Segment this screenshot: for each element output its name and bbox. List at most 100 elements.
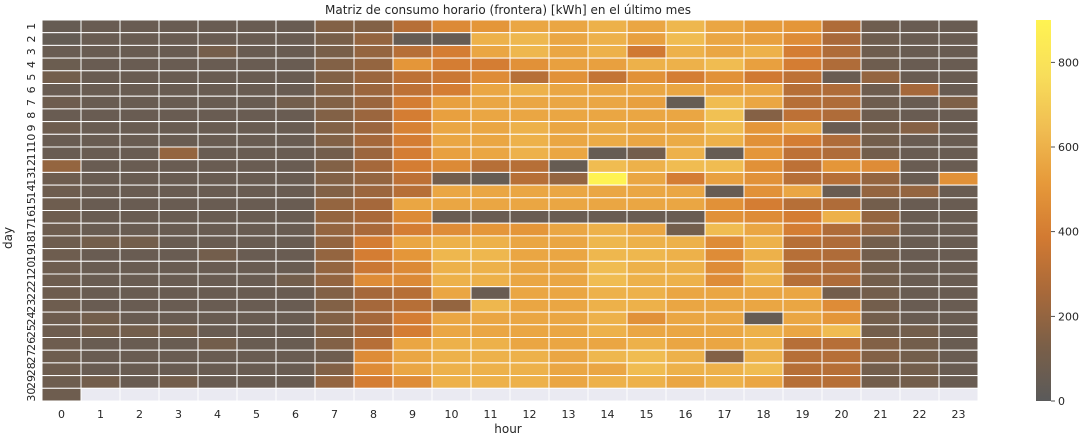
heatmap-cell — [353, 375, 394, 389]
heatmap-cell — [431, 210, 472, 224]
heatmap-cell — [704, 171, 745, 186]
heatmap-cell — [704, 235, 745, 250]
heatmap-cell — [665, 146, 706, 161]
heatmap-cell — [743, 311, 784, 326]
y-tick-label: 30 — [25, 388, 38, 402]
heatmap-cell — [119, 108, 160, 123]
heatmap-cell — [587, 375, 628, 389]
heatmap-cell — [314, 260, 355, 275]
heatmap-cell — [626, 121, 667, 135]
heatmap-cell — [119, 159, 160, 173]
heatmap-cell — [587, 324, 628, 338]
heatmap-cell — [665, 171, 706, 186]
heatmap-cell — [41, 349, 82, 364]
heatmap-cell — [899, 337, 940, 351]
heatmap-cell — [392, 108, 433, 123]
heatmap-cell — [41, 362, 82, 377]
heatmap-cell — [665, 95, 706, 110]
heatmap-cell — [236, 70, 277, 85]
heatmap-cell — [275, 121, 316, 135]
heatmap-cell — [41, 235, 82, 250]
heatmap-cell — [236, 57, 277, 72]
heatmap-cell — [353, 95, 394, 110]
heatmap-cell — [197, 133, 238, 148]
heatmap-cell — [236, 133, 277, 148]
heatmap-cell — [782, 159, 823, 173]
heatmap-cell — [392, 273, 433, 288]
heatmap-cell — [587, 311, 628, 326]
heatmap-cell — [821, 324, 862, 338]
heatmap-cell — [80, 19, 121, 34]
x-tick-label: 6 — [292, 408, 299, 421]
heatmap-cell — [41, 171, 82, 186]
heatmap-cell — [743, 248, 784, 262]
heatmap-cell — [665, 121, 706, 135]
heatmap-cell — [41, 311, 82, 326]
heatmap-cell — [236, 235, 277, 250]
heatmap-cell — [275, 362, 316, 377]
heatmap-cell — [548, 349, 589, 364]
heatmap-cell — [119, 19, 160, 34]
x-tick-label: 9 — [409, 408, 416, 421]
heatmap-cell — [587, 44, 628, 59]
heatmap-cell — [704, 44, 745, 59]
heatmap-cell — [392, 311, 433, 326]
heatmap-cell — [80, 171, 121, 186]
heatmap-cell — [392, 121, 433, 135]
y-tick-label: 12 — [25, 159, 38, 173]
heatmap-cell — [236, 248, 277, 262]
heatmap-cell — [314, 133, 355, 148]
heatmap-cell — [938, 362, 979, 377]
heatmap-cell — [158, 222, 199, 237]
heatmap-cell — [314, 311, 355, 326]
heatmap-cell — [158, 311, 199, 326]
heatmap-cell — [158, 184, 199, 199]
heatmap-cell — [197, 248, 238, 262]
heatmap-cell — [782, 83, 823, 97]
heatmap-cell — [314, 32, 355, 46]
heatmap-cell — [275, 32, 316, 46]
heatmap-cell — [470, 95, 511, 110]
x-tick-label: 5 — [253, 408, 260, 421]
heatmap-cell — [236, 108, 277, 123]
heatmap-cell — [41, 133, 82, 148]
heatmap-cell — [821, 311, 862, 326]
heatmap-cell — [197, 57, 238, 72]
heatmap-cell — [743, 375, 784, 389]
heatmap-cell — [899, 19, 940, 34]
heatmap-cell — [587, 70, 628, 85]
heatmap-cell — [626, 95, 667, 110]
heatmap-cell — [275, 108, 316, 123]
heatmap-cell — [158, 108, 199, 123]
heatmap-cell — [821, 273, 862, 288]
heatmap-cell — [626, 210, 667, 224]
heatmap-cell — [821, 70, 862, 85]
y-axis-label: day — [1, 227, 15, 249]
heatmap-cell — [236, 362, 277, 377]
heatmap-cell — [353, 159, 394, 173]
heatmap-cell — [821, 108, 862, 123]
heatmap-cell — [548, 184, 589, 199]
heatmap-cell — [626, 235, 667, 250]
heatmap-cell — [158, 387, 199, 402]
heatmap-cell — [509, 108, 550, 123]
heatmap-cell — [353, 235, 394, 250]
heatmap-cell — [314, 298, 355, 313]
heatmap-cell — [392, 44, 433, 59]
heatmap-cell — [470, 298, 511, 313]
heatmap-cell — [119, 349, 160, 364]
heatmap-cell — [392, 95, 433, 110]
heatmap-cell — [899, 375, 940, 389]
heatmap-cell — [353, 337, 394, 351]
heatmap-cell — [158, 375, 199, 389]
heatmap-cell — [314, 184, 355, 199]
heatmap-cell — [704, 362, 745, 377]
colorbar-tick-label: 400 — [1058, 226, 1079, 239]
heatmap-cell — [899, 32, 940, 46]
heatmap-cell — [353, 121, 394, 135]
y-tick-label: 22 — [25, 286, 38, 300]
heatmap-cell — [392, 387, 433, 402]
x-axis-label: hour — [494, 422, 522, 436]
heatmap-cell — [782, 311, 823, 326]
